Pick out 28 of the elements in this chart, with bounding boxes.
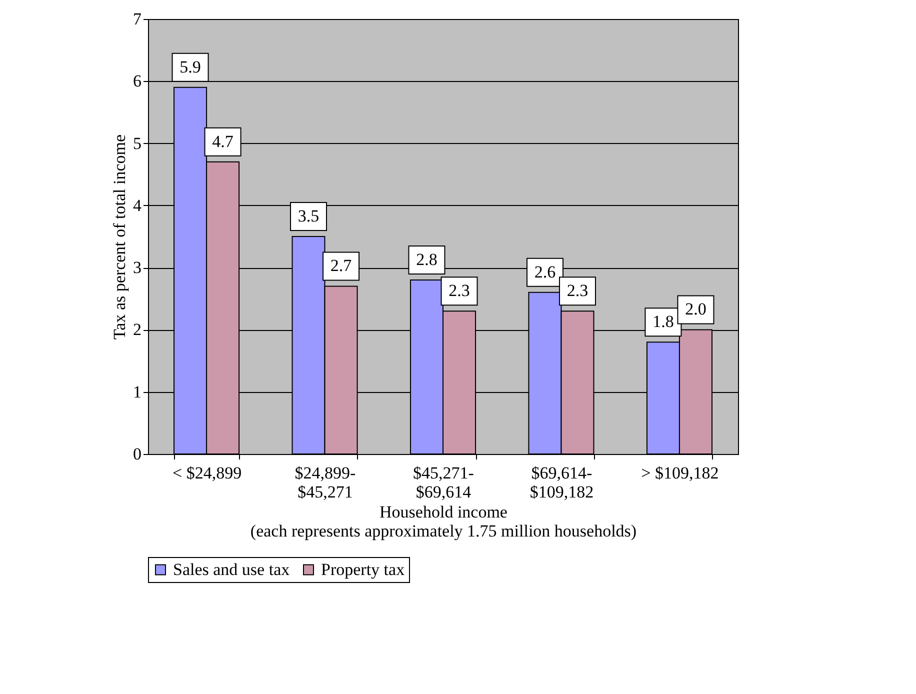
y-tick-label: 3 — [133, 258, 142, 278]
legend-label: Property tax — [321, 560, 406, 579]
data-label: 5.9 — [180, 57, 201, 76]
data-label: 4.7 — [212, 132, 234, 151]
data-label: 2.3 — [566, 281, 588, 300]
data-label: 2.0 — [685, 300, 706, 319]
data-label: 2.8 — [416, 250, 438, 269]
y-tick-label: 2 — [133, 320, 142, 340]
x-axis-title: Household income — [380, 502, 508, 522]
x-tick-label: < $24,899 — [172, 464, 242, 482]
x-tick-label: $45,271- $69,614 — [413, 464, 474, 502]
text: (each represents approximately 1.75 million households) — [250, 522, 637, 540]
legend-label: Sales and use tax — [173, 560, 290, 579]
data-label: 2.6 — [534, 262, 556, 282]
y-tick-label: 4 — [133, 196, 142, 215]
y-tick-label: 0 — [133, 444, 142, 464]
y-tick-label: 5 — [133, 134, 142, 153]
y-tick-label: 6 — [133, 72, 142, 91]
data-label: 1.8 — [652, 312, 674, 332]
y-axis-title: Tax as percent of total income — [110, 134, 129, 340]
x-tick-label: > $109,182 — [641, 464, 719, 482]
data-label: 2.7 — [330, 256, 352, 276]
y-tick-label: 1 — [133, 382, 142, 402]
data-label: 3.5 — [298, 206, 320, 226]
x-tick-label: $69,614- $109,182 — [530, 464, 594, 502]
data-label: 2.3 — [448, 281, 470, 300]
y-tick-label: 7 — [133, 10, 142, 28]
x-tick-label: $24,899- $45,271 — [294, 464, 356, 502]
